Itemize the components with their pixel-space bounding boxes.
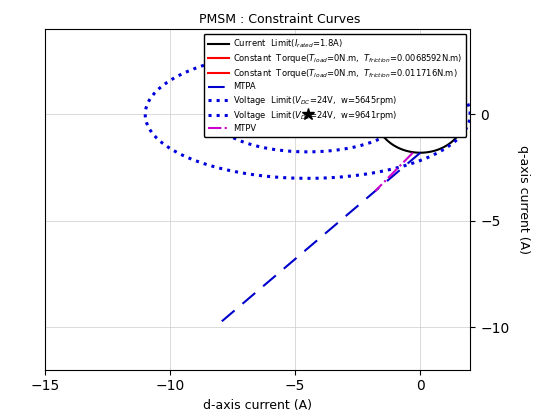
Text: PMSM : Constraint Curves: PMSM : Constraint Curves xyxy=(199,13,361,26)
Current  Limit($I_{rated}$=1.8A) xyxy=(382,136,389,141)
Line: Current  Limit($I_{rated}$=1.8A): Current Limit($I_{rated}$=1.8A) xyxy=(375,76,465,153)
X-axis label: d-axis current (A): d-axis current (A) xyxy=(203,399,312,412)
Voltage  Limit($V_{DC}$=24V,  w=5645rpm) xyxy=(304,48,311,53)
Constant  Torque($T_{load}$=0N.m,  $T_{friction}$=0.011716N.m) xyxy=(417,103,424,108)
Voltage  Limit($V_{DC}$=24V,  w=9641rpm) xyxy=(393,98,399,103)
Current  Limit($I_{rated}$=1.8A) xyxy=(459,97,465,102)
Constant  Torque($T_{load}$=0N.m,  $T_{friction}$=0.0068592N.m) xyxy=(372,107,379,112)
Voltage  Limit($V_{DC}$=24V,  w=5645rpm) xyxy=(163,143,170,148)
Line: Voltage  Limit($V_{DC}$=24V,  w=5645rpm): Voltage Limit($V_{DC}$=24V, w=5645rpm) xyxy=(145,50,470,178)
MTPA xyxy=(217,320,223,326)
Current  Limit($I_{rated}$=1.8A) xyxy=(446,141,453,146)
MTPA xyxy=(235,304,242,310)
MTPA xyxy=(298,251,305,256)
Line: MTPV: MTPV xyxy=(375,153,413,191)
Y-axis label: q-axis current (A): q-axis current (A) xyxy=(517,145,530,254)
Current  Limit($I_{rated}$=1.8A) xyxy=(462,112,469,117)
MTPV xyxy=(399,161,405,166)
MTPA xyxy=(416,151,423,156)
Voltage  Limit($V_{DC}$=24V,  w=9641rpm) xyxy=(399,112,406,117)
Voltage  Limit($V_{DC}$=24V,  w=5645rpm) xyxy=(178,152,185,157)
Constant  Torque($T_{load}$=0N.m,  $T_{friction}$=0.011716N.m) xyxy=(373,103,380,108)
Voltage  Limit($V_{DC}$=24V,  w=5645rpm) xyxy=(199,161,206,166)
Voltage  Limit($V_{DC}$=24V,  w=5645rpm) xyxy=(304,176,311,181)
Voltage  Limit($V_{DC}$=24V,  w=9641rpm) xyxy=(367,140,374,145)
Line: MTPA: MTPA xyxy=(220,153,421,323)
MTPA xyxy=(298,252,305,257)
MTPA xyxy=(248,294,255,299)
Voltage  Limit($V_{DC}$=24V,  w=5645rpm) xyxy=(315,176,322,181)
MTPV xyxy=(386,174,393,179)
Voltage  Limit($V_{DC}$=24V,  w=9641rpm) xyxy=(230,136,237,141)
Current  Limit($I_{rated}$=1.8A) xyxy=(420,150,427,155)
Current  Limit($I_{rated}$=1.8A) xyxy=(388,141,395,146)
MTPV xyxy=(398,163,404,168)
Voltage  Limit($V_{DC}$=24V,  w=9641rpm) xyxy=(243,141,250,146)
Voltage  Limit($V_{DC}$=24V,  w=9641rpm) xyxy=(399,112,406,117)
Current  Limit($I_{rated}$=1.8A) xyxy=(417,74,423,79)
Voltage  Limit($V_{DC}$=24V,  w=5645rpm) xyxy=(455,88,461,93)
Voltage  Limit($V_{DC}$=24V,  w=5645rpm) xyxy=(467,112,474,117)
Constant  Torque($T_{load}$=0N.m,  $T_{friction}$=0.0068592N.m) xyxy=(417,107,424,112)
MTPV xyxy=(396,163,403,168)
Current  Limit($I_{rated}$=1.8A) xyxy=(462,112,469,117)
MTPA xyxy=(295,255,301,260)
Voltage  Limit($V_{DC}$=24V,  w=5645rpm) xyxy=(467,112,474,117)
Line: Voltage  Limit($V_{DC}$=24V,  w=9641rpm): Voltage Limit($V_{DC}$=24V, w=9641rpm) xyxy=(213,77,403,152)
Legend: Current  Limit($I_{rated}$=1.8A), Constant  Torque($T_{load}$=0N.m,  $T_{frictio: Current Limit($I_{rated}$=1.8A), Constan… xyxy=(204,34,466,137)
MTPV xyxy=(372,189,379,194)
MTPA xyxy=(417,150,424,155)
Current  Limit($I_{rated}$=1.8A) xyxy=(378,131,385,136)
Voltage  Limit($V_{DC}$=24V,  w=9641rpm) xyxy=(222,130,228,135)
MTPV xyxy=(409,150,416,155)
Voltage  Limit($V_{DC}$=24V,  w=9641rpm) xyxy=(304,74,311,79)
Voltage  Limit($V_{DC}$=24V,  w=5645rpm) xyxy=(410,160,417,165)
Current  Limit($I_{rated}$=1.8A) xyxy=(417,150,423,155)
MTPV xyxy=(403,157,410,162)
Voltage  Limit($V_{DC}$=24V,  w=9641rpm) xyxy=(311,149,318,154)
MTPV xyxy=(400,160,407,165)
Voltage  Limit($V_{DC}$=24V,  w=9641rpm) xyxy=(304,150,311,155)
